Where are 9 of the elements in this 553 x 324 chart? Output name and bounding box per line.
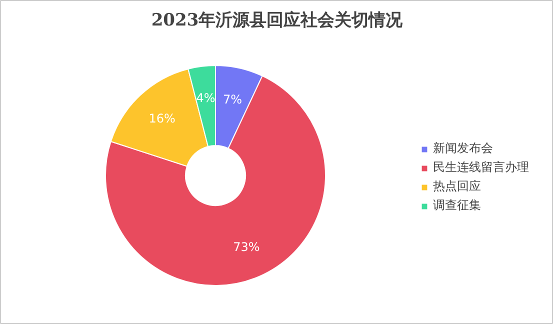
- legend-label: 民生连线留言办理: [433, 159, 529, 176]
- legend-label: 调查征集: [433, 197, 481, 214]
- legend-label: 热点回应: [433, 178, 481, 195]
- data-label: 73%: [233, 240, 260, 254]
- legend-label: 新闻发布会: [433, 140, 493, 157]
- chart-title: 2023年沂源县回应社会关切情况: [151, 10, 404, 30]
- data-label: 4%: [196, 91, 216, 106]
- data-label: 16%: [148, 112, 176, 126]
- data-label: 7%: [222, 92, 242, 106]
